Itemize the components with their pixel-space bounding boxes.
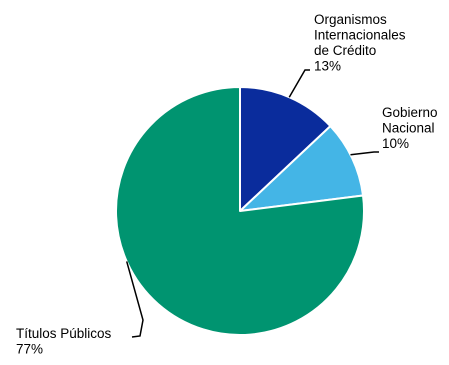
leader-line-1 (350, 151, 379, 156)
leader-line-0 (288, 69, 310, 98)
pie-slice-2 (115, 86, 365, 336)
slice-label-line-2-0: Títulos Públicos (16, 326, 112, 341)
slice-label-titulos: Títulos Públicos 77% (16, 326, 112, 357)
slice-percent-2: 77% (16, 342, 43, 357)
leader-line-2 (125, 261, 144, 338)
pie-slice-0 (239, 86, 332, 212)
pie-slice-1 (239, 125, 365, 212)
slice-label-gobierno: Gobierno Nacional 10% (382, 105, 438, 151)
slice-label-line-0-0: Organismos (314, 12, 387, 27)
slice-percent-0: 13% (314, 59, 341, 74)
slice-label-line-0-1: Internacionales (314, 28, 406, 43)
slice-label-line-0-2: de Crédito (314, 43, 376, 58)
slice-label-organismos: Organismos Internacionales de Crédito 13% (314, 12, 406, 74)
slice-label-line-1-0: Gobierno (382, 105, 438, 120)
slice-percent-1: 10% (382, 136, 409, 151)
slice-label-line-1-1: Nacional (382, 121, 435, 136)
